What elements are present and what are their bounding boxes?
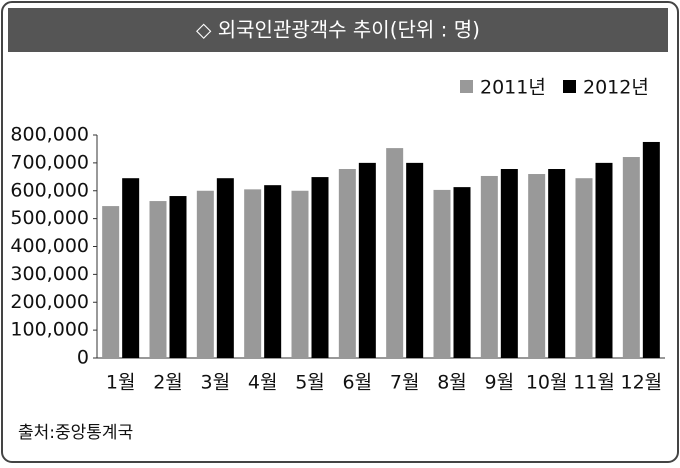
header-bar — [8, 8, 668, 52]
bar — [311, 177, 329, 358]
source: 출처:중앙통계국 — [18, 423, 133, 443]
legend-label: 2012년 — [583, 77, 649, 99]
legend-swatch — [563, 80, 576, 93]
bar — [548, 169, 566, 358]
y-tick-label: 300,000 — [10, 263, 89, 285]
bar — [622, 157, 640, 358]
bar — [433, 189, 451, 358]
bar — [149, 201, 167, 358]
bar — [480, 175, 498, 358]
y-tick-label: 400,000 — [10, 235, 89, 257]
bar — [169, 196, 187, 358]
bar — [642, 141, 660, 358]
chart-title: ◇ 외국인관광객수 추이(단위 : 명) — [196, 18, 480, 42]
x-tick-label: 10월 — [526, 372, 568, 394]
x-tick-label: 11월 — [573, 372, 615, 394]
bar — [453, 187, 471, 358]
bar — [196, 190, 214, 358]
bar — [264, 185, 282, 358]
legend-label: 2011년 — [480, 77, 546, 99]
x-tick-label: 9월 — [485, 372, 515, 394]
y-tick-label: 200,000 — [10, 291, 89, 313]
y-tick-label: 100,000 — [10, 319, 89, 341]
y-tick-label: 700,000 — [10, 151, 89, 173]
x-tick-label: 3월 — [201, 372, 231, 394]
x-tick-label: 1월 — [106, 372, 136, 394]
bar — [122, 178, 140, 358]
bar — [358, 162, 376, 358]
x-tick-label: 7월 — [390, 372, 420, 394]
bar — [595, 162, 613, 358]
x-tick-label: 6월 — [343, 372, 373, 394]
bar — [386, 148, 404, 358]
x-tick-label: 8월 — [437, 372, 467, 394]
legend-swatch — [460, 80, 473, 93]
y-tick-label: 600,000 — [10, 179, 89, 201]
x-tick-label: 12월 — [620, 372, 662, 394]
x-tick-label: 4월 — [248, 372, 278, 394]
y-tick-label: 0 — [77, 347, 89, 369]
x-tick-label: 2월 — [153, 372, 183, 394]
bar — [575, 178, 593, 358]
x-tick-label: 5월 — [295, 372, 325, 394]
bar — [338, 169, 356, 358]
bar — [216, 178, 234, 358]
bar — [500, 169, 518, 358]
y-tick-label: 500,000 — [10, 207, 89, 229]
y-tick-label: 800,000 — [10, 124, 89, 146]
bar — [102, 206, 120, 358]
bar — [291, 190, 309, 358]
bar — [406, 162, 424, 358]
bar — [244, 189, 262, 358]
bar — [528, 174, 546, 358]
